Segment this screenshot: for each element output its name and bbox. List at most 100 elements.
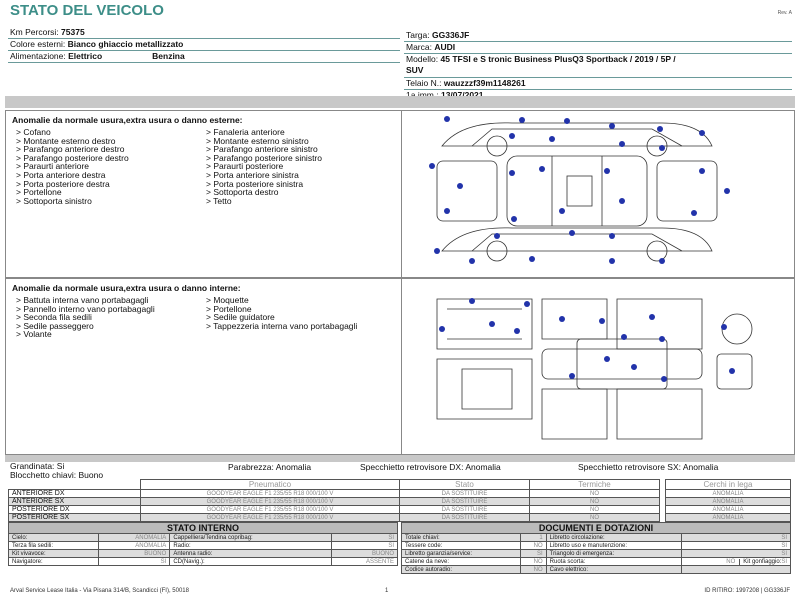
car-exterior-drawing <box>429 116 730 264</box>
damage-marker <box>631 364 637 370</box>
status-value: BUONO <box>331 549 398 558</box>
status-value: NO <box>519 565 547 574</box>
cerchi-value: ANOMALIA <box>665 489 791 498</box>
damage-marker <box>494 233 500 239</box>
telaio-field: Telaio N.: wauzzzf39m1148261 <box>404 78 792 90</box>
damage-marker <box>489 321 495 327</box>
anomaly-item: > Sottoporta destro <box>206 187 279 198</box>
exterior-list-2: > Fanaleria anteriore > Montante esterno … <box>206 128 396 205</box>
status-label: Cappelliera/Tendina copribag: <box>169 533 333 542</box>
targa-value: GG336JF <box>432 30 470 40</box>
interior-section: Anomalie da normale usura,extra usura o … <box>5 278 795 455</box>
status-label: Navigatore: <box>7 557 100 566</box>
cerchi-value: ANOMALIA <box>665 505 791 514</box>
damage-marker <box>609 258 615 264</box>
damage-marker <box>659 258 665 264</box>
anomaly-item: > Portellone <box>16 187 62 198</box>
tyre-termiche: NO <box>529 513 660 522</box>
status-row: Navigatore: SI CD(Navig.): ASSENTE <box>7 557 398 566</box>
damage-marker <box>469 298 475 304</box>
tyre-pos: ANTERIORE SX <box>8 497 141 506</box>
documenti-title: DOCUMENTI E DOTAZIONI <box>401 522 791 534</box>
footer-address: Arval Service Lease Italia - Via Pisana … <box>10 588 189 594</box>
status-value: SI <box>681 541 791 550</box>
anomaly-item: > Porta posteriore destra <box>16 178 110 189</box>
modello-value: 45 TFSI e S tronic Business PlusQ3 Sport… <box>440 54 676 64</box>
cerchi-value: ANOMALIA <box>665 513 791 522</box>
stato-header: Stato <box>399 479 530 490</box>
damage-marker <box>429 163 435 169</box>
anomaly-item: > Tappezzeria interna vano portabagagli <box>206 320 358 331</box>
separator-bar <box>5 96 795 108</box>
tyre-termiche: NO <box>529 497 660 506</box>
exterior-section: Anomalie da normale usura,extra usura o … <box>5 110 795 278</box>
damage-marker <box>514 328 520 334</box>
status-value: SI <box>331 533 398 542</box>
alimentazione-field: Alimentazione: Elettrico Benzina <box>8 51 400 63</box>
damage-marker <box>659 145 665 151</box>
marca-value: AUDI <box>434 42 456 52</box>
anomaly-item: > Porta anteriore sinistra <box>206 169 299 180</box>
tyre-pos: ANTERIORE DX <box>8 489 141 498</box>
imm-value: 13/07/2021 <box>440 90 484 100</box>
car-interior-drawing <box>436 298 753 440</box>
separator-bar-2 <box>5 455 795 462</box>
tyre-stato: DA SOSTITUIRE <box>399 497 530 506</box>
anomaly-item: > Parafango posteriore destro <box>16 152 129 163</box>
damage-marker <box>569 373 575 379</box>
status-value: SI <box>681 533 791 542</box>
anomaly-item: > Seconda fila sedili <box>16 312 92 323</box>
status-value: BUONO <box>98 549 171 558</box>
stato-interno-table: STATO INTERNO Cielo: ANOMALIA Cappelliera/… <box>7 522 398 566</box>
damage-marker <box>457 183 463 189</box>
pneumatico-header: Pneumatico <box>140 479 400 490</box>
cerchi-table: Cerchi in lega ANOMALIA ANOMALIA ANOMALIA A… <box>665 479 791 522</box>
telaio-value: wauzzzf39m1148261 <box>443 78 526 88</box>
interior-list-1: > Battuta interna vano portabagagli > Pan… <box>16 296 206 339</box>
damage-marker <box>721 324 727 330</box>
status-value: NO <box>519 541 547 550</box>
damage-marker <box>659 336 665 342</box>
anomaly-item: > Parafango anteriore destro <box>16 144 125 155</box>
stato-interno-title: STATO INTERNO <box>8 522 398 534</box>
tyre-termiche: NO <box>529 489 660 498</box>
tyre-row: POSTERIORE SX GOODYEAR EAGLE F1 235/55 R1… <box>8 513 660 522</box>
targa-field: Targa: GG336JF <box>404 30 792 42</box>
marca-field: Marca: AUDI <box>404 42 792 54</box>
anomaly-item: > Moquette <box>206 295 249 305</box>
damage-marker <box>619 141 625 147</box>
exterior-list-1: > Cofano > Montante esterno destro > Paraf… <box>16 128 206 205</box>
cerchi-value: ANOMALIA <box>665 497 791 506</box>
cerchi-row: ANOMALIA <box>665 497 791 506</box>
alim-label: Alimentazione: <box>10 51 66 61</box>
status-label: Ruota scorta: <box>545 557 683 566</box>
anomaly-item: > Volante <box>16 329 52 340</box>
anomaly-item: > Sedile passeggero <box>16 320 94 331</box>
kit-value: SI <box>781 558 787 565</box>
status-label: Libretto garanzia/service: <box>401 549 521 558</box>
status-value: NO <box>519 557 547 566</box>
grandinata-block: Grandinata: Si Blocchetto chiavi: Buono <box>10 462 103 479</box>
anomaly-item: > Battuta interna vano portabagagli <box>16 295 149 305</box>
status-label: Triangolo di emergenza: <box>545 549 683 558</box>
damage-marker <box>621 334 627 340</box>
revision: Rev. A <box>777 10 792 16</box>
damage-marker <box>509 133 515 139</box>
tyre-tyre: GOODYEAR EAGLE F1 235/55 R18 000/100 V <box>140 489 400 498</box>
status-label: CD(Navig.): <box>169 557 333 566</box>
exterior-title: Anomalie da normale usura,extra usura o … <box>12 115 243 125</box>
status-label: Cielo: <box>7 533 100 542</box>
colore-field: Colore esterni: Bianco ghiaccio metalliz… <box>8 39 400 51</box>
damage-marker <box>619 198 625 204</box>
alim-value-2: Benzina <box>152 51 185 61</box>
exterior-diagram <box>401 111 796 277</box>
tyre-stato: DA SOSTITUIRE <box>399 489 530 498</box>
parabrezza: Parabrezza: Anomalia <box>228 462 312 472</box>
km-field: Km Percorsi: 75375 <box>8 27 400 39</box>
anomaly-item: > Tetto <box>206 195 232 206</box>
damage-marker <box>529 256 535 262</box>
anomaly-item: > Portellone <box>206 303 252 314</box>
status-row: Cielo: ANOMALIA Cappelliera/Tendina coprib… <box>7 533 398 542</box>
anomaly-item: > Pannello interno vano portabagagli <box>16 303 155 314</box>
status-row: Totale chiavi: 1 Libretto circolazione: SI <box>401 533 791 542</box>
